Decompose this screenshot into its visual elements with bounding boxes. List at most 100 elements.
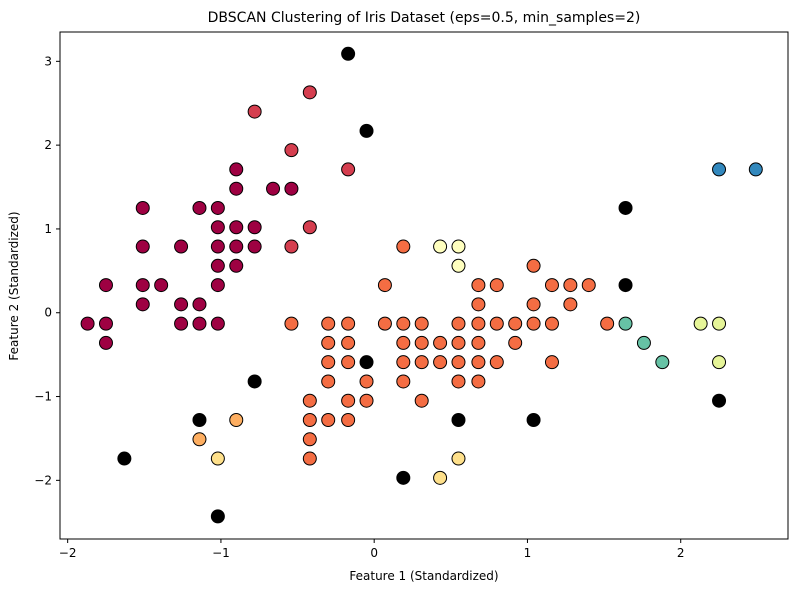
data-point-cluster-0 <box>174 297 189 312</box>
x-tick-label: −2 <box>59 546 77 560</box>
data-point-cluster-7 <box>636 335 651 350</box>
data-point-cluster-2 <box>359 374 374 389</box>
data-point-cluster-2 <box>451 316 466 331</box>
y-axis: −2 −1 0 1 2 3 <box>34 54 60 487</box>
data-point-cluster-9 <box>618 200 633 215</box>
data-point-cluster-2 <box>321 374 336 389</box>
data-point-cluster-0 <box>247 220 262 235</box>
data-point-cluster-2 <box>302 393 317 408</box>
data-point-cluster-5 <box>433 239 448 254</box>
data-point-cluster-6 <box>712 316 727 331</box>
data-point-cluster-1 <box>302 220 317 235</box>
data-point-cluster-2 <box>414 316 429 331</box>
data-point-cluster-0 <box>229 258 244 273</box>
data-point-cluster-2 <box>359 393 374 408</box>
data-point-cluster-2 <box>489 278 504 293</box>
data-point-cluster-2 <box>284 316 299 331</box>
data-point-cluster-2 <box>321 413 336 428</box>
data-point-cluster-0 <box>266 181 281 196</box>
y-axis-label: Feature 2 (Standardized) <box>7 211 21 360</box>
data-point-cluster-9 <box>247 374 262 389</box>
data-point-cluster-2 <box>433 335 448 350</box>
data-point-cluster-2 <box>396 239 411 254</box>
data-point-cluster-2 <box>341 335 356 350</box>
data-point-cluster-2 <box>414 393 429 408</box>
data-point-cluster-0 <box>210 239 225 254</box>
data-point-cluster-2 <box>451 335 466 350</box>
data-point-cluster-2 <box>451 355 466 370</box>
data-point-cluster-2 <box>321 355 336 370</box>
x-axis-label: Feature 1 (Standardized) <box>349 569 498 583</box>
data-point-cluster-6 <box>712 355 727 370</box>
data-point-cluster-2 <box>471 278 486 293</box>
data-point-cluster-1 <box>341 162 356 177</box>
data-point-cluster-0 <box>98 316 113 331</box>
data-point-cluster-2 <box>341 413 356 428</box>
data-point-cluster-9 <box>396 470 411 485</box>
y-tick-label: −2 <box>34 473 52 487</box>
data-point-cluster-2 <box>341 355 356 370</box>
data-point-cluster-7 <box>655 355 670 370</box>
data-point-cluster-2 <box>414 355 429 370</box>
data-point-cluster-0 <box>210 220 225 235</box>
data-point-cluster-0 <box>210 278 225 293</box>
data-point-cluster-8 <box>712 162 727 177</box>
data-point-cluster-2 <box>396 355 411 370</box>
data-point-cluster-9 <box>359 355 374 370</box>
data-point-cluster-0 <box>174 239 189 254</box>
data-point-cluster-2 <box>302 451 317 466</box>
x-axis: −2 −1 0 1 2 <box>59 539 685 560</box>
data-point-cluster-2 <box>396 374 411 389</box>
data-point-cluster-2 <box>544 278 559 293</box>
data-point-cluster-4 <box>433 470 448 485</box>
data-point-cluster-2 <box>341 393 356 408</box>
data-point-cluster-2 <box>471 374 486 389</box>
data-point-cluster-1 <box>284 239 299 254</box>
chart-title: DBSCAN Clustering of Iris Dataset (eps=0… <box>208 10 641 26</box>
data-point-cluster-4 <box>451 451 466 466</box>
data-point-cluster-0 <box>229 220 244 235</box>
data-point-cluster-2 <box>581 278 596 293</box>
data-point-cluster-2 <box>396 316 411 331</box>
data-point-cluster-9 <box>117 451 132 466</box>
data-point-cluster-0 <box>98 335 113 350</box>
y-tick-label: −1 <box>34 390 52 404</box>
data-point-cluster-2 <box>544 355 559 370</box>
data-point-cluster-2 <box>526 316 541 331</box>
data-point-cluster-2 <box>471 316 486 331</box>
y-tick-label: 0 <box>44 306 52 320</box>
data-point-cluster-0 <box>154 278 169 293</box>
data-point-cluster-0 <box>135 239 150 254</box>
data-point-cluster-9 <box>192 413 207 428</box>
data-point-cluster-5 <box>451 258 466 273</box>
data-point-cluster-0 <box>80 316 95 331</box>
plot-frame <box>59 31 789 540</box>
data-point-cluster-2 <box>563 297 578 312</box>
data-point-cluster-1 <box>284 143 299 158</box>
data-point-cluster-2 <box>302 432 317 447</box>
data-point-cluster-6 <box>693 316 708 331</box>
data-point-cluster-0 <box>98 278 113 293</box>
data-point-cluster-0 <box>210 200 225 215</box>
data-point-cluster-3 <box>229 413 244 428</box>
data-point-cluster-2 <box>321 316 336 331</box>
data-point-cluster-2 <box>341 316 356 331</box>
data-point-cluster-0 <box>284 181 299 196</box>
data-point-cluster-0 <box>174 316 189 331</box>
data-point-cluster-9 <box>359 123 374 138</box>
data-point-cluster-2 <box>489 316 504 331</box>
x-tick-label: −1 <box>212 546 230 560</box>
x-tick-label: 1 <box>524 546 532 560</box>
data-point-cluster-0 <box>247 239 262 254</box>
data-point-cluster-2 <box>544 316 559 331</box>
data-point-cluster-2 <box>377 316 392 331</box>
data-point-cluster-0 <box>192 316 207 331</box>
data-point-cluster-9 <box>712 393 727 408</box>
data-point-cluster-0 <box>229 162 244 177</box>
data-point-cluster-2 <box>377 278 392 293</box>
y-tick-label: 2 <box>44 138 52 152</box>
data-point-cluster-2 <box>414 335 429 350</box>
data-point-cluster-0 <box>229 239 244 254</box>
